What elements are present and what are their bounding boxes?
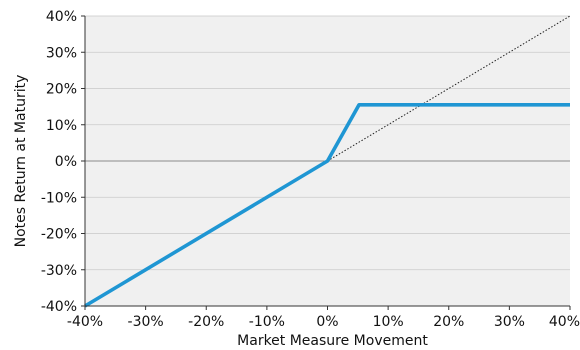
y-tick-label: -20% [41,227,77,243]
series-group [84,15,571,308]
x-tick-label: -40% [67,314,103,330]
x-tick-label: 30% [494,314,525,330]
x-tick-label: 20% [433,314,464,330]
x-tick-label: -10% [249,314,285,330]
x-tick-label: 10% [373,314,404,330]
y-tick-label: 20% [46,82,77,98]
axes [81,15,571,310]
x-tick-label: 40% [549,314,580,330]
tick-labels: -40% -30% -20% -10% 0% 10% 20% 30% 40% -40% -30% -2… [41,9,580,330]
x-tick-label: -20% [188,314,224,330]
y-tick-label: 30% [46,45,77,61]
y-tick-label: -40% [41,299,77,315]
y-tick-label: -10% [41,190,77,206]
y-axis-title: Notes Return at Maturity [13,75,29,248]
payoff-line [84,103,570,308]
x-tick-label: 0% [316,314,338,330]
y-tick-label: -30% [41,263,77,279]
x-tick-label: -30% [128,314,164,330]
y-tick-label: 10% [46,118,77,134]
y-tick-label: 40% [46,9,77,25]
reference-line [327,15,571,162]
x-axis-title: Market Measure Movement [237,333,428,349]
y-tick-label: 0% [55,154,77,170]
